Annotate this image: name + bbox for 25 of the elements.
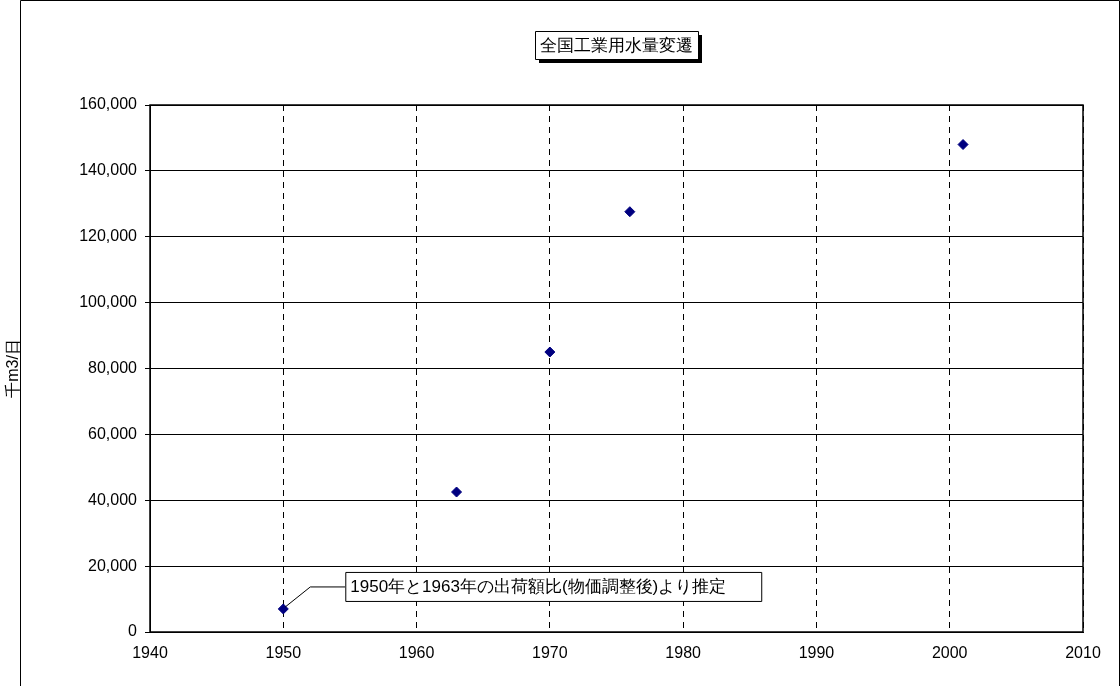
point xyxy=(544,346,556,358)
y-axis-title: 千m3/日 xyxy=(4,339,22,398)
y-tick-label: 160,000 xyxy=(79,95,138,113)
point xyxy=(451,486,463,498)
x-tick-label: 1950 xyxy=(265,644,302,662)
y-tick-label: 40,000 xyxy=(88,490,138,508)
x-tick-label: 1970 xyxy=(532,644,568,662)
x-tick-label: 1980 xyxy=(665,644,702,662)
y-tick-label: 20,000 xyxy=(88,556,138,574)
x-tick-label: 1940 xyxy=(132,644,168,662)
y-tick-label: 80,000 xyxy=(88,358,138,376)
x-tick-label: 2010 xyxy=(1065,644,1101,662)
y-tick-label: 100,000 xyxy=(79,293,138,311)
x-tick-label: 1990 xyxy=(798,644,835,662)
point xyxy=(624,206,636,218)
y-tick-label: 120,000 xyxy=(79,227,138,245)
chart-title: 全国工業用水量変遷 xyxy=(540,35,693,55)
x-tick-label: 1960 xyxy=(398,644,435,662)
y-tick-label: 140,000 xyxy=(79,161,138,179)
point xyxy=(277,603,289,615)
point xyxy=(957,139,969,151)
y-tick-label: 0 xyxy=(128,622,138,640)
annotation: 1950年と1963年の出荷額比(物価調整後)より推定 xyxy=(350,577,727,597)
y-tick-label: 60,000 xyxy=(88,424,138,442)
x-tick-label: 2000 xyxy=(931,644,968,662)
